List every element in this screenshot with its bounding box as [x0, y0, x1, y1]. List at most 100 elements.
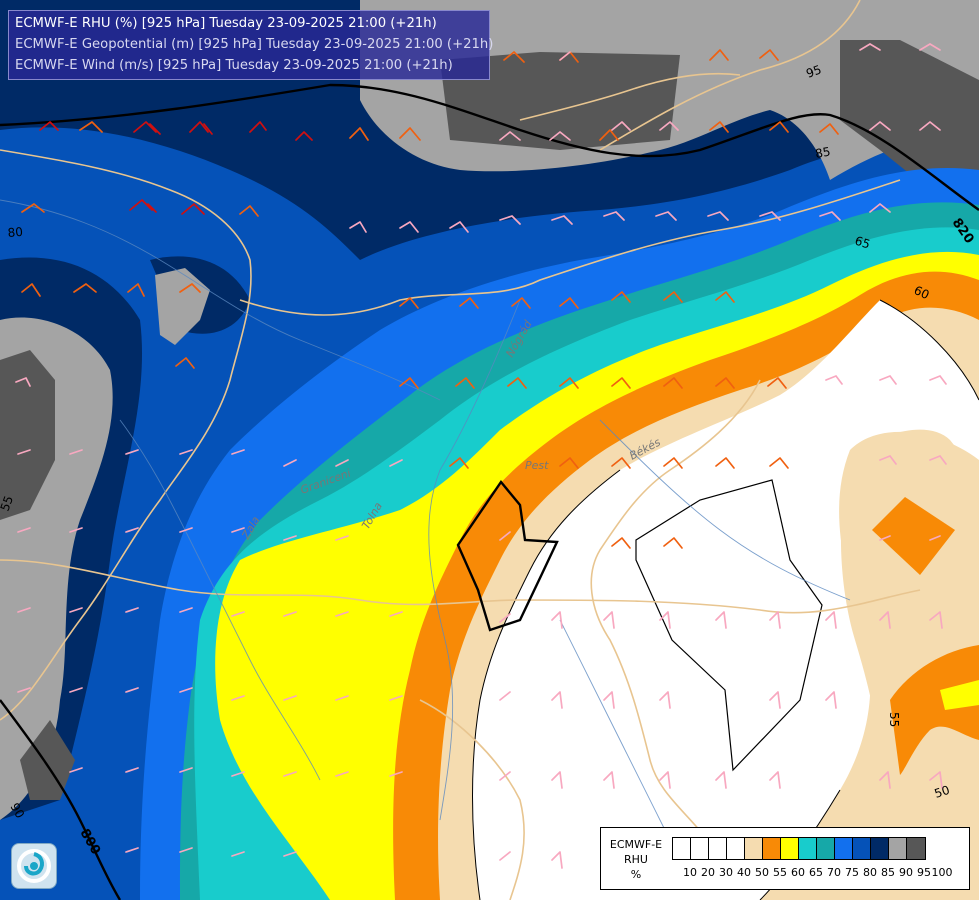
- legend-tick-label: 60: [791, 866, 805, 879]
- wind-barb: [283, 459, 297, 467]
- wind-barb: [69, 687, 83, 693]
- legend-swatch: [763, 838, 781, 859]
- legend-swatch: [817, 838, 835, 859]
- legend-swatch: [781, 838, 799, 859]
- rh-band-100: [0, 350, 55, 520]
- wind-barb: [499, 531, 511, 541]
- wind-barb: [551, 691, 563, 709]
- wind-barb: [231, 851, 245, 857]
- wind-barb: [349, 221, 367, 233]
- wind-barb: [707, 211, 729, 221]
- wind-barb: [709, 49, 729, 61]
- wind-barb: [611, 457, 631, 469]
- wind-barb: [455, 377, 475, 389]
- provider-logo-icon: [11, 843, 57, 889]
- wind-barb: [549, 131, 571, 141]
- wind-barb: [879, 611, 891, 629]
- wind-barb: [389, 771, 403, 777]
- wind-barb: [659, 691, 671, 709]
- rh-contour-label: 65: [853, 234, 872, 252]
- wind-barb: [611, 121, 631, 131]
- wind-barb: [399, 127, 421, 141]
- wind-barb: [125, 527, 139, 533]
- title-rhu: ECMWF-E RHU (%) [925 hPa] Tuesday 23-09-…: [15, 16, 437, 31]
- legend-tick-label: 85: [881, 866, 895, 879]
- wind-barb: [69, 449, 83, 455]
- map-title-box: ECMWF-E RHU (%) [925 hPa] Tuesday 23-09-…: [8, 10, 493, 80]
- rh-band-100: [20, 720, 75, 800]
- wind-barb: [179, 847, 193, 853]
- legend-swatch: [709, 838, 727, 859]
- wind-barb: [21, 283, 41, 297]
- legend-tick-label: 90: [899, 866, 913, 879]
- legend-tick-label: 100: [931, 866, 953, 879]
- rh-contour-label: 90: [7, 801, 27, 821]
- legend-swatch: [727, 838, 745, 859]
- wind-barb: [499, 771, 511, 781]
- wind-barb: [125, 607, 139, 613]
- legend-swatch: [691, 838, 709, 859]
- wind-barb: [399, 221, 419, 233]
- wind-barb: [879, 535, 891, 541]
- wind-barb: [603, 211, 625, 221]
- admin-borders: [0, 0, 921, 900]
- rh-band-65: [940, 680, 979, 710]
- rh-band-50: [472, 300, 979, 900]
- wind-barb: [283, 695, 297, 701]
- legend-unit: %: [630, 868, 642, 881]
- wind-barb: [349, 127, 369, 141]
- legend-swatch: [853, 838, 871, 859]
- wind-barb: [603, 611, 615, 629]
- wind-barb: [715, 291, 735, 303]
- contour-line-50: [472, 469, 621, 900]
- wind-barb: [611, 291, 631, 303]
- wind-barb: [929, 455, 947, 465]
- wind-barb: [283, 851, 297, 857]
- legend-model: ECMWF-E: [609, 838, 663, 851]
- wind-barb: [659, 771, 671, 789]
- wind-barb: [715, 771, 727, 789]
- rh-contour-label-group: 95 85 65 60 80 55 50 55 90: [0, 62, 951, 820]
- wind-barb: [69, 767, 83, 773]
- wind-barb: [459, 297, 479, 309]
- wind-barb: [663, 377, 683, 389]
- wind-barb: [499, 131, 521, 141]
- wind-barb: [73, 283, 97, 293]
- wind-barb: [125, 767, 139, 773]
- wind-barb: [879, 455, 897, 465]
- wind-barb: [499, 215, 521, 225]
- wind-barb: [133, 121, 161, 135]
- legend-tick-label: 50: [755, 866, 769, 879]
- wind-barb: [503, 51, 525, 63]
- wind-barb: [179, 607, 193, 613]
- wind-barb: [17, 527, 31, 533]
- rhu-legend: ECMWF-E RHU % 10 20 30 40 50 55 60 65 70 75 80 85 90…: [600, 827, 970, 890]
- rh-band-100-group: [0, 40, 979, 800]
- legend-swatch: [889, 838, 907, 859]
- wind-barb: [17, 607, 31, 613]
- wind-barb: [551, 851, 563, 869]
- wind-barb: [709, 121, 729, 133]
- wind-barb: [599, 129, 619, 141]
- legend-swatch: [835, 838, 853, 859]
- wind-barb: [929, 611, 943, 629]
- legend-tick-label: 80: [863, 866, 877, 879]
- legend-tick-label: 55: [773, 866, 787, 879]
- wind-barb: [179, 767, 193, 773]
- rh-contour-label: 95: [804, 62, 823, 80]
- wind-barb: [335, 695, 349, 701]
- wind-barb: [551, 215, 573, 225]
- legend-tick-label: 75: [845, 866, 859, 879]
- wind-barb: [499, 691, 511, 701]
- geopotential-lines: [0, 83, 979, 900]
- legend-tick-label: 65: [809, 866, 823, 879]
- legend-swatch: [673, 838, 691, 859]
- wind-barb: [879, 771, 891, 789]
- rh-contour-label: 60: [912, 283, 932, 302]
- wind-barb: [603, 771, 615, 789]
- rh-contour-label: 85: [814, 145, 831, 161]
- wind-barb: [129, 199, 157, 213]
- rh-band-60: [890, 645, 979, 775]
